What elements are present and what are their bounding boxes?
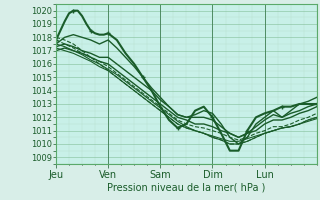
X-axis label: Pression niveau de la mer( hPa ): Pression niveau de la mer( hPa ) [107, 182, 266, 192]
